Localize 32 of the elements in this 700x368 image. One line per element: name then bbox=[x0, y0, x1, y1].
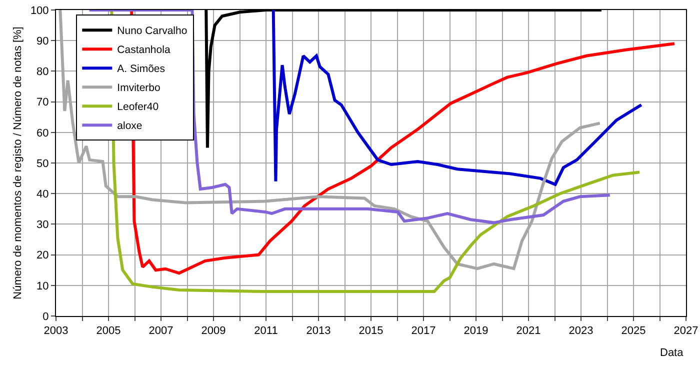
x-tick-label: 2013 bbox=[306, 325, 331, 338]
x-tick-label: 2019 bbox=[464, 325, 488, 338]
x-tick-label: 2005 bbox=[96, 325, 121, 338]
y-tick-label: 70 bbox=[36, 96, 49, 109]
legend-label: Castanhola bbox=[117, 44, 170, 56]
y-tick-label: 40 bbox=[36, 188, 49, 200]
x-tick-label: 2011 bbox=[254, 325, 278, 338]
x-tick-label: 2007 bbox=[148, 325, 174, 338]
legend-label: aloxe bbox=[117, 120, 142, 132]
y-tick-label: 10 bbox=[36, 280, 49, 292]
x-tick-label: 2015 bbox=[358, 325, 384, 338]
y-tick-label: 80 bbox=[36, 66, 49, 78]
y-tick-label: 30 bbox=[36, 219, 49, 232]
legend-label: Imviterbo bbox=[117, 82, 160, 94]
legend-label: Nuno Carvalho bbox=[117, 25, 188, 38]
x-axis-title: Data bbox=[660, 347, 684, 359]
x-tick-label: 2027 bbox=[674, 325, 698, 338]
legend-label: A. Simões bbox=[117, 63, 166, 76]
x-tick-label: 2025 bbox=[621, 325, 646, 338]
y-tick-label: 100 bbox=[30, 4, 49, 17]
x-tick-label: 2003 bbox=[44, 325, 68, 338]
x-tick-label: 2023 bbox=[568, 325, 594, 338]
x-tick-label: 2009 bbox=[201, 325, 226, 338]
x-tick-label: 2021 bbox=[516, 325, 541, 338]
y-tick-label: 50 bbox=[36, 158, 49, 170]
y-tick-label: 20 bbox=[36, 250, 49, 262]
x-tick-label: 2017 bbox=[411, 325, 436, 338]
y-tick-label: 60 bbox=[36, 127, 49, 140]
y-tick-label: 0 bbox=[42, 310, 49, 323]
legend-label: Leofer40 bbox=[117, 101, 159, 114]
y-axis-title: Número de momentos de registo / Número de notas [%] bbox=[12, 26, 24, 300]
y-tick-label: 90 bbox=[36, 35, 49, 48]
